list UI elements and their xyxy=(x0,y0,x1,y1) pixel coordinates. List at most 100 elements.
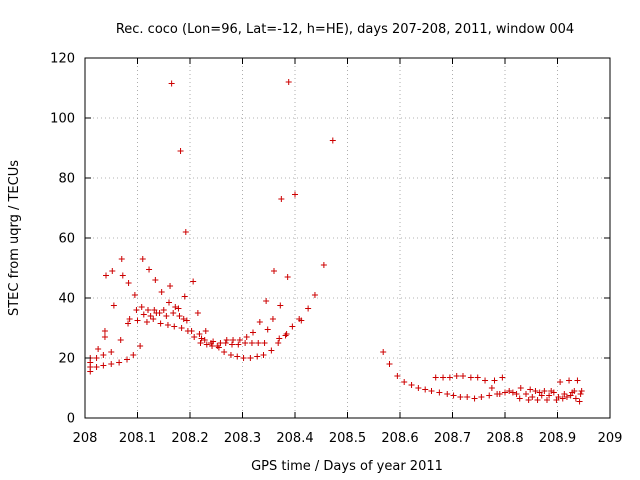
data-point xyxy=(428,388,435,394)
data-point xyxy=(275,340,282,346)
y-axis-label: STEC from uqrg / TECUs xyxy=(7,160,22,316)
data-point xyxy=(125,320,132,327)
data-point xyxy=(305,305,312,312)
data-point xyxy=(197,340,204,346)
x-tick-label: 209 xyxy=(598,431,623,446)
data-point xyxy=(329,137,336,144)
data-point xyxy=(563,394,570,400)
y-tick-label: 60 xyxy=(58,232,75,247)
data-point xyxy=(182,229,189,235)
data-point xyxy=(160,307,167,313)
data-point xyxy=(532,388,539,394)
data-point xyxy=(380,349,387,355)
data-point xyxy=(236,337,243,343)
data-point xyxy=(571,388,578,394)
data-point xyxy=(93,364,100,370)
data-point xyxy=(401,379,408,385)
data-point xyxy=(126,316,133,322)
data-point xyxy=(217,340,224,346)
x-tick-label: 208.7 xyxy=(434,431,471,446)
data-point xyxy=(557,379,564,385)
data-point xyxy=(176,313,183,319)
data-point xyxy=(440,374,447,381)
y-tick-label: 20 xyxy=(58,352,75,367)
data-point xyxy=(566,377,573,384)
data-point xyxy=(188,328,195,334)
data-point xyxy=(108,349,115,355)
data-point xyxy=(546,392,553,399)
data-point xyxy=(491,377,498,384)
data-point xyxy=(124,356,130,363)
data-point xyxy=(109,268,116,274)
data-point xyxy=(150,316,157,322)
x-tick-label: 208.9 xyxy=(539,431,576,446)
data-point xyxy=(147,313,154,319)
data-point xyxy=(166,299,172,306)
data-point xyxy=(394,373,401,379)
data-point xyxy=(268,347,275,354)
data-point xyxy=(453,373,460,379)
data-point xyxy=(140,311,147,318)
data-point xyxy=(496,391,503,397)
data-point xyxy=(243,334,250,340)
data-point xyxy=(282,332,289,339)
data-point xyxy=(460,373,466,379)
data-point xyxy=(163,313,170,319)
x-tick-label: 208.8 xyxy=(486,431,523,446)
data-point xyxy=(95,346,102,352)
data-point xyxy=(108,361,115,367)
data-point xyxy=(230,337,237,343)
data-point xyxy=(116,359,123,366)
data-point xyxy=(474,374,481,381)
data-point xyxy=(248,340,255,346)
data-point xyxy=(298,317,305,324)
data-point xyxy=(171,323,178,330)
data-point xyxy=(502,389,508,396)
x-tick-label: 208.1 xyxy=(119,431,156,446)
data-point xyxy=(143,319,150,325)
data-point xyxy=(181,293,188,300)
data-point xyxy=(180,316,187,322)
data-point xyxy=(471,395,478,402)
data-point xyxy=(499,374,506,381)
x-axis-label: GPS time / Days of year 2011 xyxy=(251,459,443,474)
data-point xyxy=(544,397,550,403)
data-point xyxy=(101,328,108,334)
data-point xyxy=(139,256,146,262)
data-point xyxy=(550,389,557,396)
data-point xyxy=(118,256,125,262)
data-point xyxy=(190,278,197,285)
data-point xyxy=(209,343,216,349)
y-tick-label: 120 xyxy=(50,52,75,67)
data-point xyxy=(450,392,457,399)
data-point xyxy=(196,331,203,337)
data-point xyxy=(137,343,144,349)
data-point xyxy=(138,304,145,310)
data-point xyxy=(574,377,581,384)
x-tick-label: 208.3 xyxy=(224,431,261,446)
data-point xyxy=(168,80,175,87)
data-point xyxy=(125,280,132,286)
data-point xyxy=(117,337,124,343)
data-point xyxy=(263,298,270,304)
data-point xyxy=(145,307,151,313)
data-point xyxy=(223,337,230,343)
data-point xyxy=(164,322,171,328)
y-tick-label: 0 xyxy=(67,412,75,427)
data-point xyxy=(285,79,292,85)
data-point xyxy=(177,148,184,154)
data-point xyxy=(221,349,228,355)
data-point xyxy=(134,317,141,324)
y-axis: 0 20 40 60 80 100 120 xyxy=(50,52,610,427)
x-tick-label: 208.6 xyxy=(381,431,418,446)
data-point xyxy=(292,191,298,198)
data-point xyxy=(577,391,584,397)
data-point xyxy=(194,310,201,316)
data-point xyxy=(247,355,254,361)
data-point xyxy=(178,325,185,331)
data-point xyxy=(538,392,545,399)
grid xyxy=(85,58,610,418)
data-point xyxy=(541,388,548,394)
data-point xyxy=(278,196,285,202)
data-point xyxy=(523,391,529,397)
